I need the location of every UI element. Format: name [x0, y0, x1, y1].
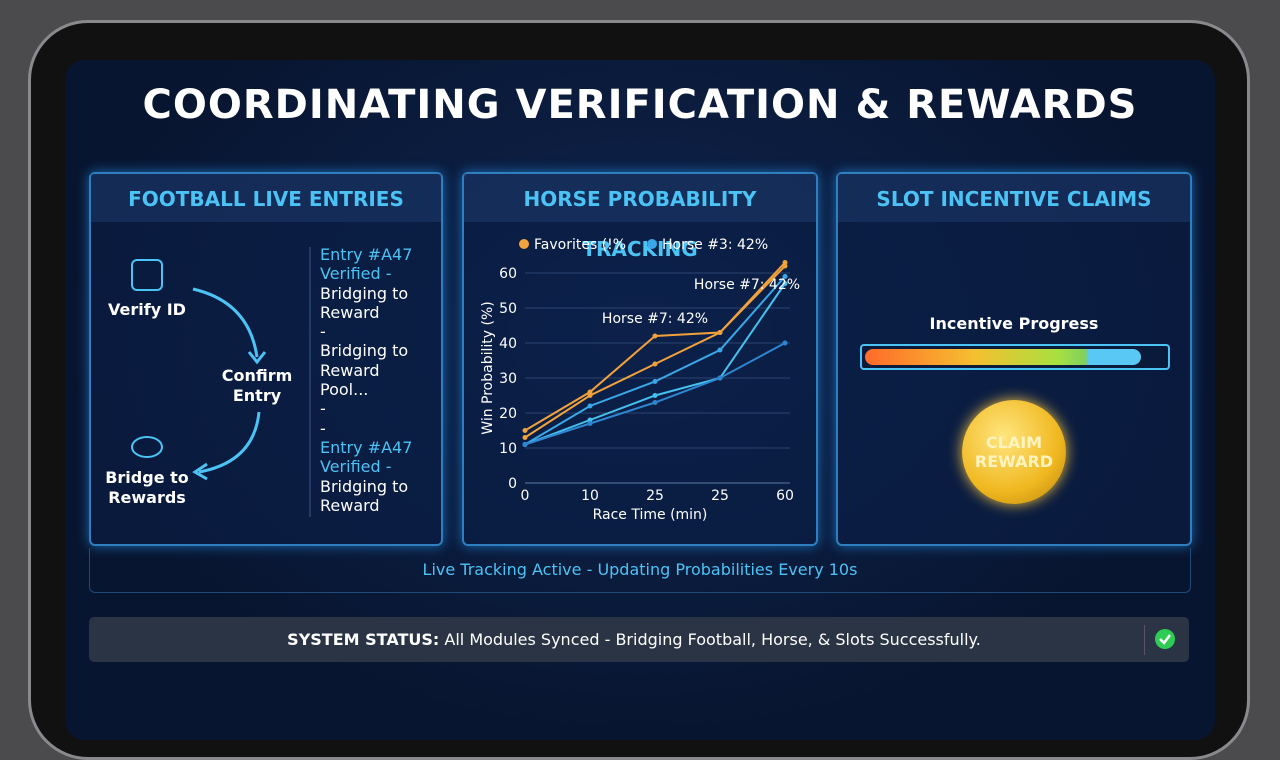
arrow: [192, 287, 259, 358]
entry-line: -: [320, 399, 326, 419]
x-tick-label: 25: [646, 488, 664, 504]
claim-button[interactable]: CLAIM REWARD: [962, 400, 1066, 504]
data-point: [782, 274, 788, 279]
data-point: [587, 417, 593, 423]
legend-swatch: [647, 239, 657, 249]
x-tick-label: 25: [711, 488, 729, 504]
data-point: [717, 330, 723, 335]
entry-line: Entry #A47: [320, 437, 413, 457]
legend-swatch: [519, 239, 529, 249]
data-point: [717, 347, 723, 353]
y-tick-label: 20: [499, 406, 517, 422]
page-title: COORDINATING VERIFICATION & REWARDS: [142, 82, 1138, 128]
entry-line: Bridging to Reward: [320, 476, 409, 515]
football-icon: [131, 436, 163, 458]
x-axis-label: Race Time (min): [593, 507, 708, 523]
status-text: All Modules Synced - Bridging Football, …: [444, 630, 981, 649]
y-tick-label: 50: [499, 301, 517, 317]
y-axis-label: Win Probability (%): [480, 301, 496, 434]
status-bar: SYSTEM STATUS: All Modules Synced - Brid…: [89, 617, 1189, 662]
data-point: [587, 389, 593, 395]
annotation: Horse #7: 42%: [694, 277, 800, 293]
data-point: [522, 442, 528, 447]
data-point: [652, 379, 658, 384]
x-tick-label: 10: [581, 488, 599, 504]
y-tick-label: 30: [499, 371, 517, 387]
data-point: [652, 333, 658, 339]
slot-panel: SLOT INCENTIVE CLAIMS Incentive Progress…: [836, 172, 1192, 546]
entry-line: Bridging to Reward Pool...: [320, 341, 409, 400]
live-banner: Live Tracking Active - Updating Probabil…: [89, 548, 1191, 593]
data-point: [782, 260, 788, 265]
progress-label: Incentive Progress: [929, 314, 1099, 333]
data-point: [587, 403, 593, 409]
check-icon: [1155, 629, 1175, 649]
progress-track: [860, 344, 1170, 370]
football-panel: FOOTBALL LIVE ENTRIES: [89, 172, 443, 546]
step: Confirm Entry: [221, 366, 293, 405]
legend-label: Favorites (!%: [534, 237, 626, 253]
arrowhead: [247, 351, 267, 365]
status-label: SYSTEM STATUS:: [287, 630, 440, 649]
entry-line: -: [320, 418, 326, 438]
entry-line: Bridging to Reward: [320, 283, 409, 322]
y-tick-label: 40: [499, 336, 517, 352]
data-point: [652, 361, 658, 367]
legend-label: Horse #3: 42%: [662, 237, 768, 253]
x-tick-label: 0: [521, 488, 530, 504]
step: Bridge to Rewards: [105, 468, 189, 507]
fingerprint-icon: [131, 259, 163, 291]
entry-line: -: [320, 322, 326, 342]
y-tick-label: 0: [508, 476, 517, 492]
data-point: [522, 428, 528, 433]
entry-list: Entry #A47 Verified - Bridging to Reward…: [320, 245, 430, 515]
series-line: [524, 275, 786, 446]
step: Verify ID: [108, 300, 186, 319]
data-point: [717, 375, 723, 381]
progress-fill: [865, 349, 1141, 365]
annotation: Horse #7: 42%: [602, 311, 708, 327]
panel-title: FOOTBALL LIVE ENTRIES: [91, 174, 441, 222]
entry-line: Verified -: [320, 264, 392, 284]
y-tick-label: 10: [499, 441, 517, 457]
x-tick-label: 60: [776, 488, 794, 504]
data-point: [782, 340, 788, 346]
panel-title: HORSE PROBABILITY TRACKING: [464, 174, 816, 261]
data-point: [782, 281, 788, 286]
data-point: [587, 393, 593, 398]
data-point: [652, 393, 658, 398]
entry-line: Entry #A47: [320, 245, 413, 264]
data-point: [652, 400, 658, 405]
arrowhead: [192, 462, 208, 481]
y-tick-label: 60: [499, 266, 517, 282]
data-point: [522, 435, 528, 440]
panel-title: SLOT INCENTIVE CLAIMS: [838, 174, 1190, 222]
horse-panel: HORSE PROBABILITY TRACKING: [462, 172, 818, 546]
data-point: [587, 421, 593, 426]
line-chart: 0 10 20 30 40 50 60 0 10 25 25 60 Race Time (min) Win…: [480, 237, 800, 523]
arrow: [198, 411, 261, 474]
data-point: [782, 263, 788, 269]
flow-icons: [131, 247, 311, 517]
entry-line: Verified -: [320, 457, 392, 477]
